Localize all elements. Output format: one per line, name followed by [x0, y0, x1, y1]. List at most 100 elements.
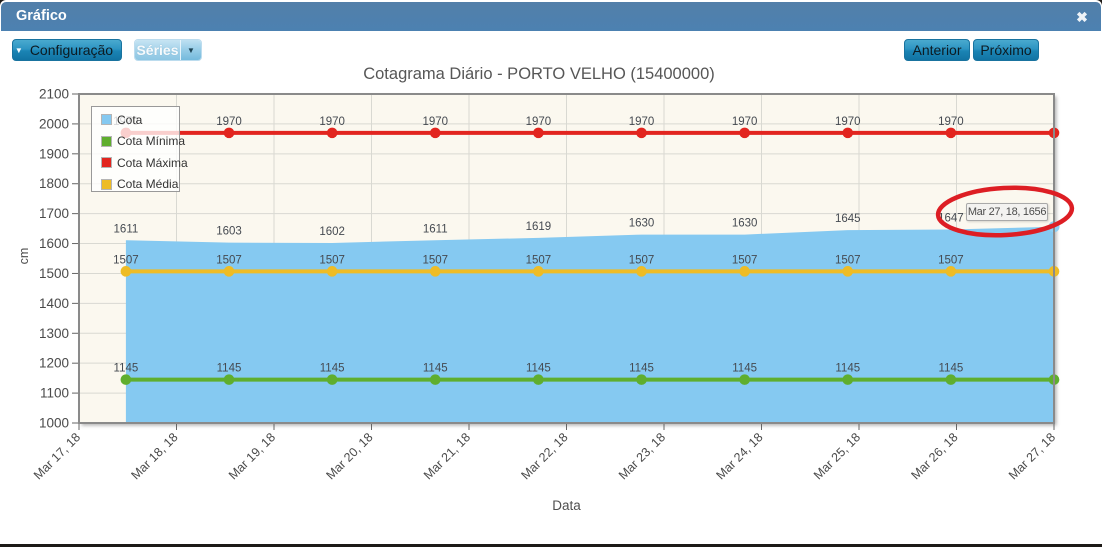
y-tick-label: 1000: [39, 416, 69, 431]
data-label: 1507: [938, 254, 964, 266]
series-cota-m-nima-marker[interactable]: [739, 374, 750, 385]
close-icon[interactable]: ✖: [1076, 9, 1088, 25]
legend-swatch: [101, 114, 112, 125]
series-cota-area: [125, 226, 1054, 423]
series-cota-m-xima-marker[interactable]: [945, 127, 957, 139]
series-cota-m-nima-marker[interactable]: [223, 374, 235, 385]
series-cota-m-dia-marker[interactable]: [945, 266, 957, 277]
data-label: 1970: [216, 116, 242, 128]
data-label: 1507: [113, 254, 139, 266]
data-label: 1647: [938, 212, 964, 224]
data-label: 1145: [217, 363, 242, 375]
proximo-button[interactable]: Próximo: [973, 39, 1039, 61]
series-cota-m-dia-marker[interactable]: [223, 266, 235, 277]
data-label: 1507: [732, 254, 758, 266]
data-label: 1970: [319, 116, 345, 128]
data-label: 1611: [423, 223, 448, 235]
y-tick-label: 1300: [39, 326, 69, 341]
series-cota-m-xima-marker[interactable]: [326, 127, 338, 139]
data-label: 1145: [320, 363, 345, 375]
series-cota-m-dia-marker[interactable]: [120, 266, 132, 277]
y-tick-label: 1200: [39, 356, 69, 371]
chart-title: Cotagrama Diário - PORTO VELHO (15400000…: [363, 65, 715, 83]
series-cota-m-nima-marker[interactable]: [636, 374, 647, 385]
data-label: 1630: [732, 218, 758, 230]
series-cota-m-xima-marker[interactable]: [429, 127, 441, 139]
series-cota-m-xima-marker[interactable]: [636, 127, 647, 139]
dialog-header: Gráfico ✖: [1, 2, 1101, 31]
series-cota-m-nima-marker[interactable]: [120, 374, 132, 385]
series-cota-m-xima-marker[interactable]: [842, 127, 854, 139]
y-tick-label: 2000: [39, 116, 69, 131]
data-label: 1145: [423, 363, 448, 375]
x-tick-label: Mar 24, 18: [713, 430, 765, 482]
data-label: 1970: [732, 116, 758, 128]
series-dropdown-toggle[interactable]: ▼: [180, 40, 201, 60]
x-tick-label: Mar 20, 18: [323, 430, 375, 482]
data-label: 1145: [629, 363, 654, 375]
series-cota-m-xima-marker[interactable]: [739, 127, 750, 139]
data-label: 1970: [835, 116, 861, 128]
proximo-button-label: Próximo: [980, 42, 1032, 58]
data-label: 1619: [526, 221, 552, 233]
configuracao-button[interactable]: ▼ Configuração: [12, 39, 122, 61]
series-cota-m-nima-marker[interactable]: [842, 374, 854, 385]
x-tick-label: Mar 26, 18: [908, 430, 960, 482]
data-label: 1611: [114, 223, 139, 235]
x-tick-label: Mar 22, 18: [518, 430, 570, 482]
x-axis-title: Data: [552, 498, 581, 513]
anterior-button[interactable]: Anterior: [904, 39, 970, 61]
legend-swatch: [101, 157, 112, 168]
legend-swatch: [101, 135, 112, 147]
x-tick-label: Mar 21, 18: [421, 430, 473, 482]
series-split-button[interactable]: Séries ▼: [134, 39, 202, 61]
y-tick-label: 1500: [39, 266, 69, 281]
series-cota-m-nima-marker[interactable]: [429, 374, 441, 385]
series-button-label[interactable]: Séries: [135, 40, 180, 60]
legend-item-cota-m-dia[interactable]: Cota Média: [101, 176, 179, 193]
y-tick-label: 1400: [39, 296, 69, 311]
series-cota-m-dia-marker[interactable]: [739, 266, 750, 277]
x-tick-label: Mar 18, 18: [128, 430, 180, 482]
legend-item-cota[interactable]: Cota: [101, 111, 179, 128]
data-label: 1507: [216, 254, 242, 266]
data-label: 1507: [319, 254, 345, 266]
chart-legend: Cota Cota Mínima Cota Máxima Cota Média: [91, 106, 188, 193]
y-axis-title: cm: [17, 247, 31, 265]
data-label: 1602: [319, 226, 345, 238]
series-cota-m-dia-marker[interactable]: [636, 266, 647, 277]
data-label: 1507: [629, 254, 655, 266]
caret-down-icon: ▼: [187, 45, 195, 55]
data-label: 1645: [835, 213, 861, 225]
configuracao-button-label: Configuração: [29, 42, 114, 58]
series-cota-m-dia-marker[interactable]: [842, 266, 854, 277]
y-tick-label: 1600: [39, 236, 69, 251]
x-tick-label: Mar 17, 18: [31, 430, 83, 482]
legend-label: Cota Mínima: [117, 134, 186, 148]
data-label: 1970: [422, 116, 448, 128]
legend-swatch: [101, 178, 112, 190]
legend-label: Cota: [117, 112, 143, 127]
data-label: 1145: [526, 363, 551, 375]
series-cota-m-nima-marker[interactable]: [945, 374, 957, 385]
legend-item-cota-m-xima[interactable]: Cota Máxima: [101, 154, 188, 171]
chart-tooltip: Mar 27, 18, 1656: [966, 203, 1048, 221]
legend-item-cota-m-nima[interactable]: Cota Mínima: [101, 133, 185, 150]
series-cota-m-xima-marker[interactable]: [533, 127, 544, 139]
x-tick-label: Mar 25, 18: [811, 430, 863, 482]
y-tick-label: 1700: [39, 206, 69, 221]
series-cota-m-nima-marker[interactable]: [533, 374, 544, 385]
data-label: 1145: [732, 363, 757, 375]
series-cota-m-dia-marker[interactable]: [533, 266, 544, 277]
series-cota-m-nima-marker[interactable]: [326, 374, 338, 385]
series-cota-m-dia-marker[interactable]: [429, 266, 441, 277]
series-cota-m-xima-marker[interactable]: [223, 127, 235, 139]
data-label: 1145: [114, 363, 139, 375]
data-label: 1970: [629, 116, 655, 128]
dialog-title: Gráfico: [16, 8, 67, 24]
data-label: 1603: [216, 226, 242, 238]
series-cota-m-dia-marker[interactable]: [326, 266, 338, 277]
anterior-button-label: Anterior: [912, 42, 962, 58]
x-tick-label: Mar 23, 18: [616, 430, 668, 482]
